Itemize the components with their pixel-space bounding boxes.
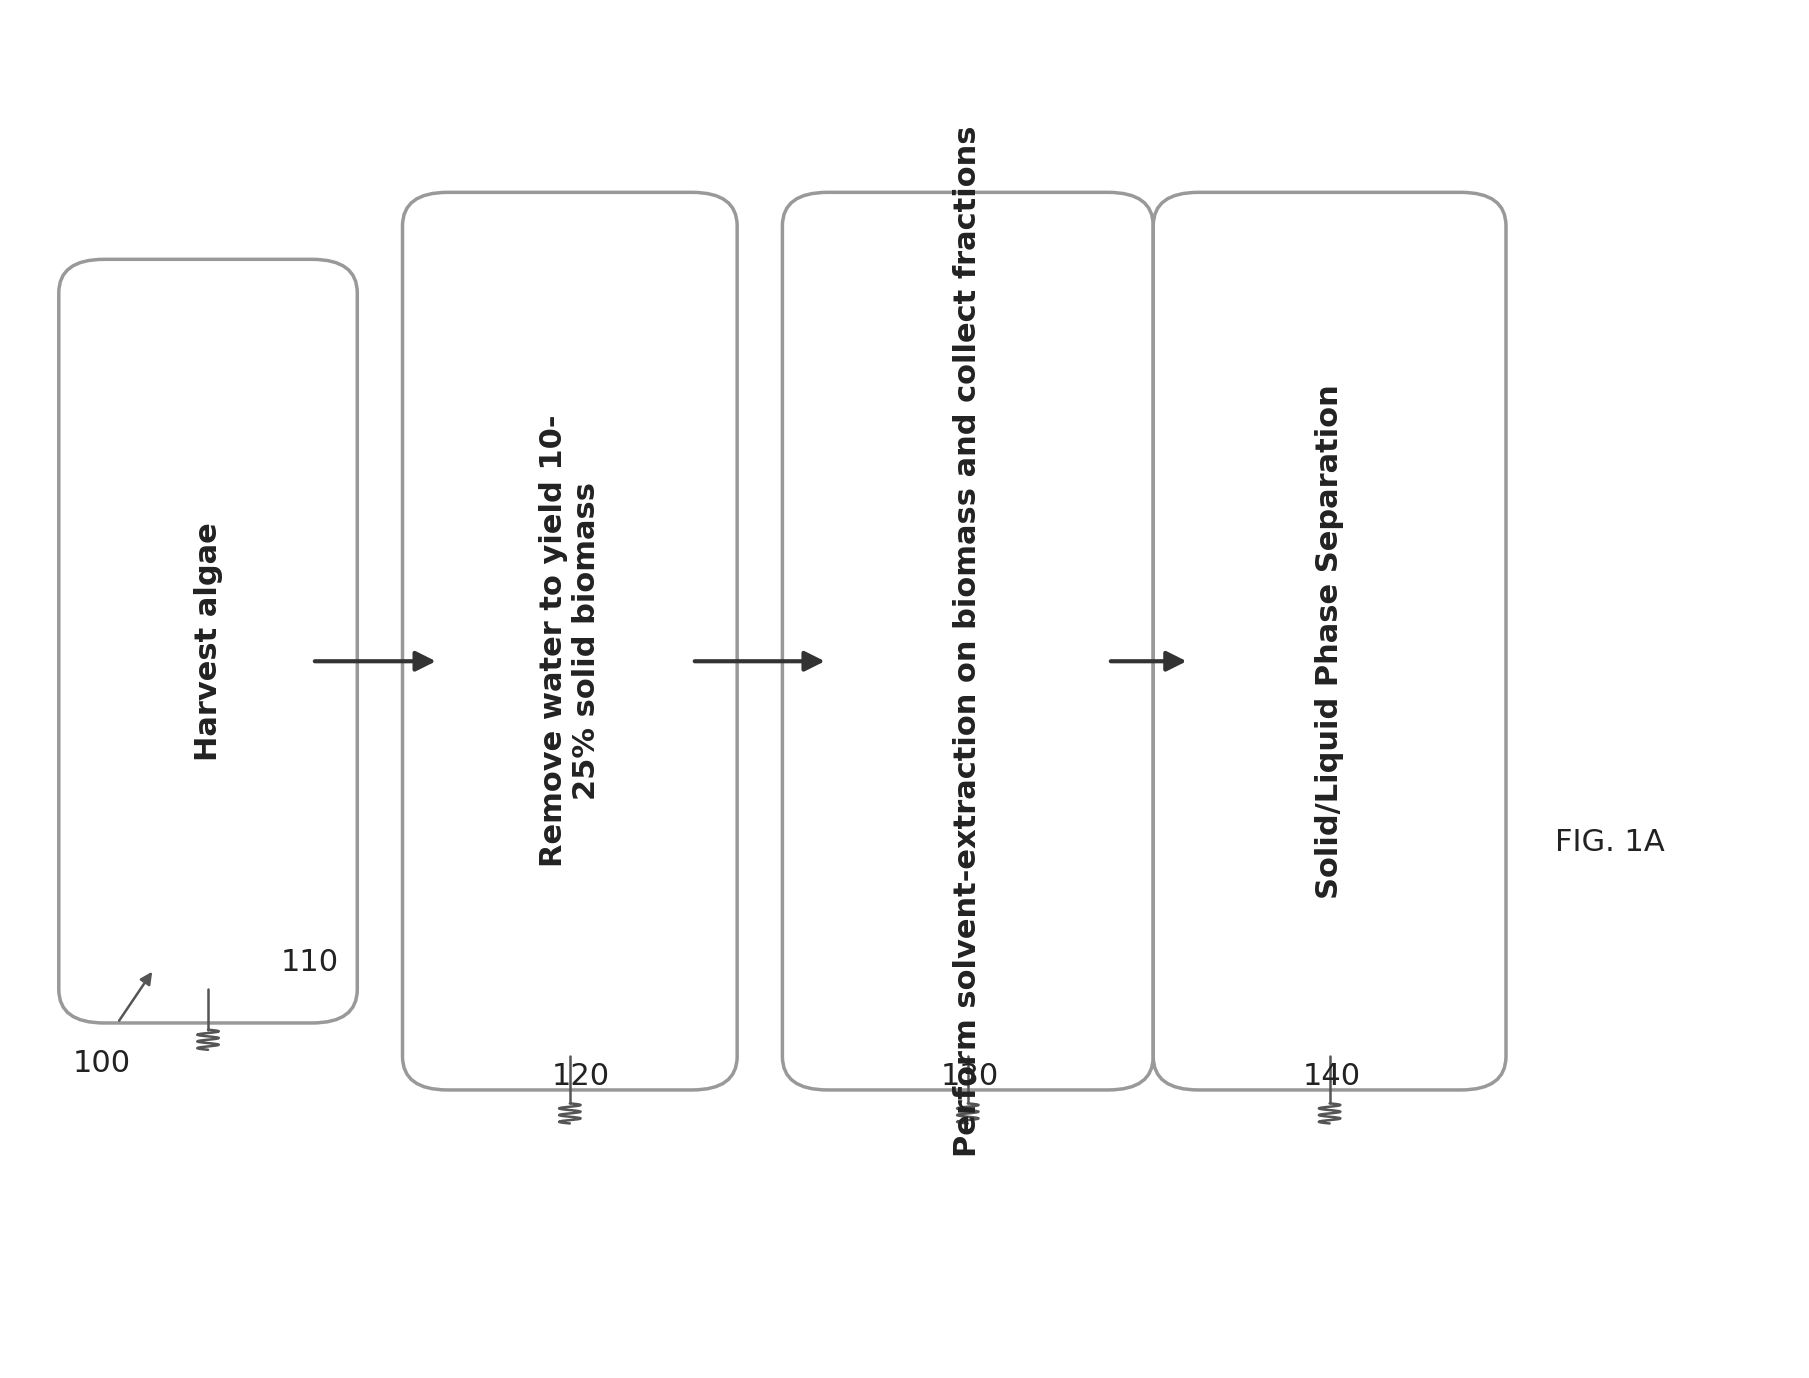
FancyBboxPatch shape [781,193,1154,1090]
Text: 140: 140 [1302,1062,1360,1091]
Text: Solid/Liquid Phase Separation: Solid/Liquid Phase Separation [1315,384,1344,898]
Text: 120: 120 [552,1062,610,1091]
FancyBboxPatch shape [402,193,736,1090]
FancyBboxPatch shape [1154,193,1505,1090]
FancyBboxPatch shape [58,259,358,1022]
Text: FIG. 1A: FIG. 1A [1556,828,1664,857]
Text: 100: 100 [72,1049,130,1078]
Text: Perform solvent-extraction on biomass and collect fractions: Perform solvent-extraction on biomass an… [953,125,982,1158]
Text: 110: 110 [280,948,338,977]
Text: 130: 130 [941,1062,999,1091]
Text: Harvest algae: Harvest algae [194,522,223,761]
Text: Remove water to yield 10-
25% solid biomass: Remove water to yield 10- 25% solid biom… [539,415,601,867]
